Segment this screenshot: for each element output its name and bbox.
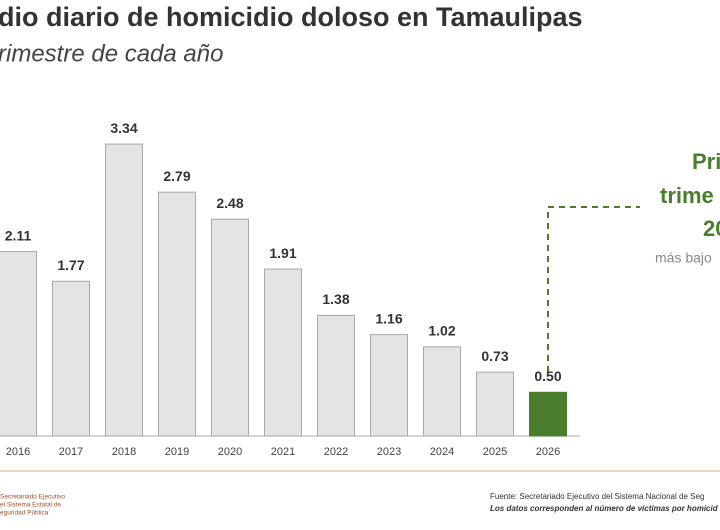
x-tick-label: 2017 <box>59 446 83 458</box>
connector <box>547 206 640 372</box>
bar <box>105 143 143 437</box>
bar <box>264 268 302 437</box>
bar <box>317 314 355 437</box>
chart-subtitle: rimestre de cada año <box>0 40 223 67</box>
x-tick-label: 2021 <box>271 446 295 458</box>
bar <box>52 280 90 437</box>
value-label: 0.50 <box>534 368 561 384</box>
annotation-line: trime <box>660 183 714 208</box>
annotation-note: más bajo <box>655 250 712 266</box>
bar <box>529 391 567 437</box>
bar <box>211 218 249 437</box>
footer-source: Fuente: Secretariado Ejecutivo del Siste… <box>490 492 704 501</box>
x-tick-label: 2016 <box>6 446 30 458</box>
footer-logo: Secretariado Ejecutivo <box>0 494 65 501</box>
footer-note: Los datos corresponden al número de víct… <box>490 504 719 513</box>
footer-logo: eguridad Pública <box>0 510 49 517</box>
value-label: 2.48 <box>216 195 243 211</box>
bar <box>423 346 461 437</box>
value-label: 1.02 <box>428 323 455 339</box>
x-tick-label: 2020 <box>218 446 242 458</box>
footer-logo: el Sistema Estatal de <box>0 502 61 509</box>
value-label: 3.34 <box>110 120 137 136</box>
value-label: 1.38 <box>322 291 349 307</box>
bar <box>476 371 514 437</box>
x-tick-label: 2023 <box>377 446 401 458</box>
x-tick-label: 2018 <box>112 446 136 458</box>
value-label: 0.73 <box>481 348 508 364</box>
x-tick-label: 2024 <box>430 446 454 458</box>
x-tick-label: 2025 <box>483 446 507 458</box>
bar <box>0 251 37 437</box>
value-label: 1.77 <box>57 257 84 273</box>
value-label: 2.11 <box>5 227 32 243</box>
x-tick-label: 2026 <box>536 446 560 458</box>
value-label: 2.79 <box>163 168 190 184</box>
annotation-line: 20 <box>703 216 720 241</box>
x-tick-label: 2022 <box>324 446 348 458</box>
bar <box>158 191 196 437</box>
annotation-line: Pri <box>692 149 720 174</box>
bar <box>370 334 408 437</box>
value-label: 1.16 <box>375 310 402 326</box>
chart-title: dio diario de homicidio doloso en Tamaul… <box>0 2 583 32</box>
x-tick-label: 2019 <box>165 446 189 458</box>
value-label: 1.91 <box>269 245 296 261</box>
